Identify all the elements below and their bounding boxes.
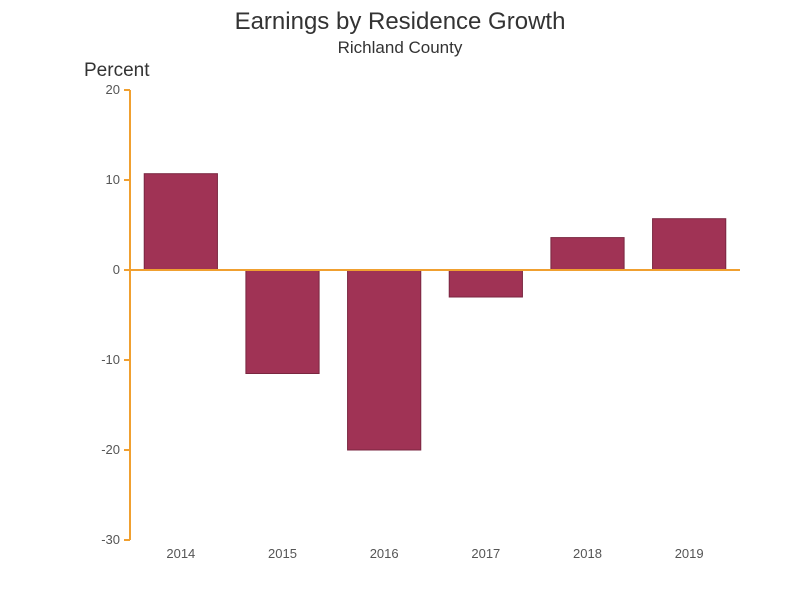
bar bbox=[348, 270, 421, 450]
x-tick-label: 2018 bbox=[548, 546, 628, 561]
chart-svg bbox=[130, 90, 740, 540]
bar bbox=[246, 270, 319, 374]
x-tick-label: 2014 bbox=[141, 546, 221, 561]
bar bbox=[449, 270, 522, 297]
chart-title: Earnings by Residence Growth bbox=[0, 8, 800, 36]
chart-subtitle: Richland County bbox=[0, 38, 800, 58]
bar bbox=[144, 174, 217, 270]
y-tick-label: -20 bbox=[90, 442, 120, 457]
x-tick-label: 2015 bbox=[243, 546, 323, 561]
x-tick-label: 2016 bbox=[344, 546, 424, 561]
y-tick-label: 0 bbox=[90, 262, 120, 277]
chart-container: Earnings by Residence Growth Richland Co… bbox=[0, 0, 800, 600]
y-tick-label: -10 bbox=[90, 352, 120, 367]
y-tick-label: -30 bbox=[90, 532, 120, 547]
bar bbox=[653, 219, 726, 270]
plot-area bbox=[130, 90, 740, 540]
y-tick-label: 10 bbox=[90, 172, 120, 187]
x-tick-label: 2019 bbox=[649, 546, 729, 561]
bar bbox=[551, 238, 624, 270]
x-tick-label: 2017 bbox=[446, 546, 526, 561]
y-axis-label: Percent bbox=[84, 60, 149, 82]
y-tick-label: 20 bbox=[90, 82, 120, 97]
